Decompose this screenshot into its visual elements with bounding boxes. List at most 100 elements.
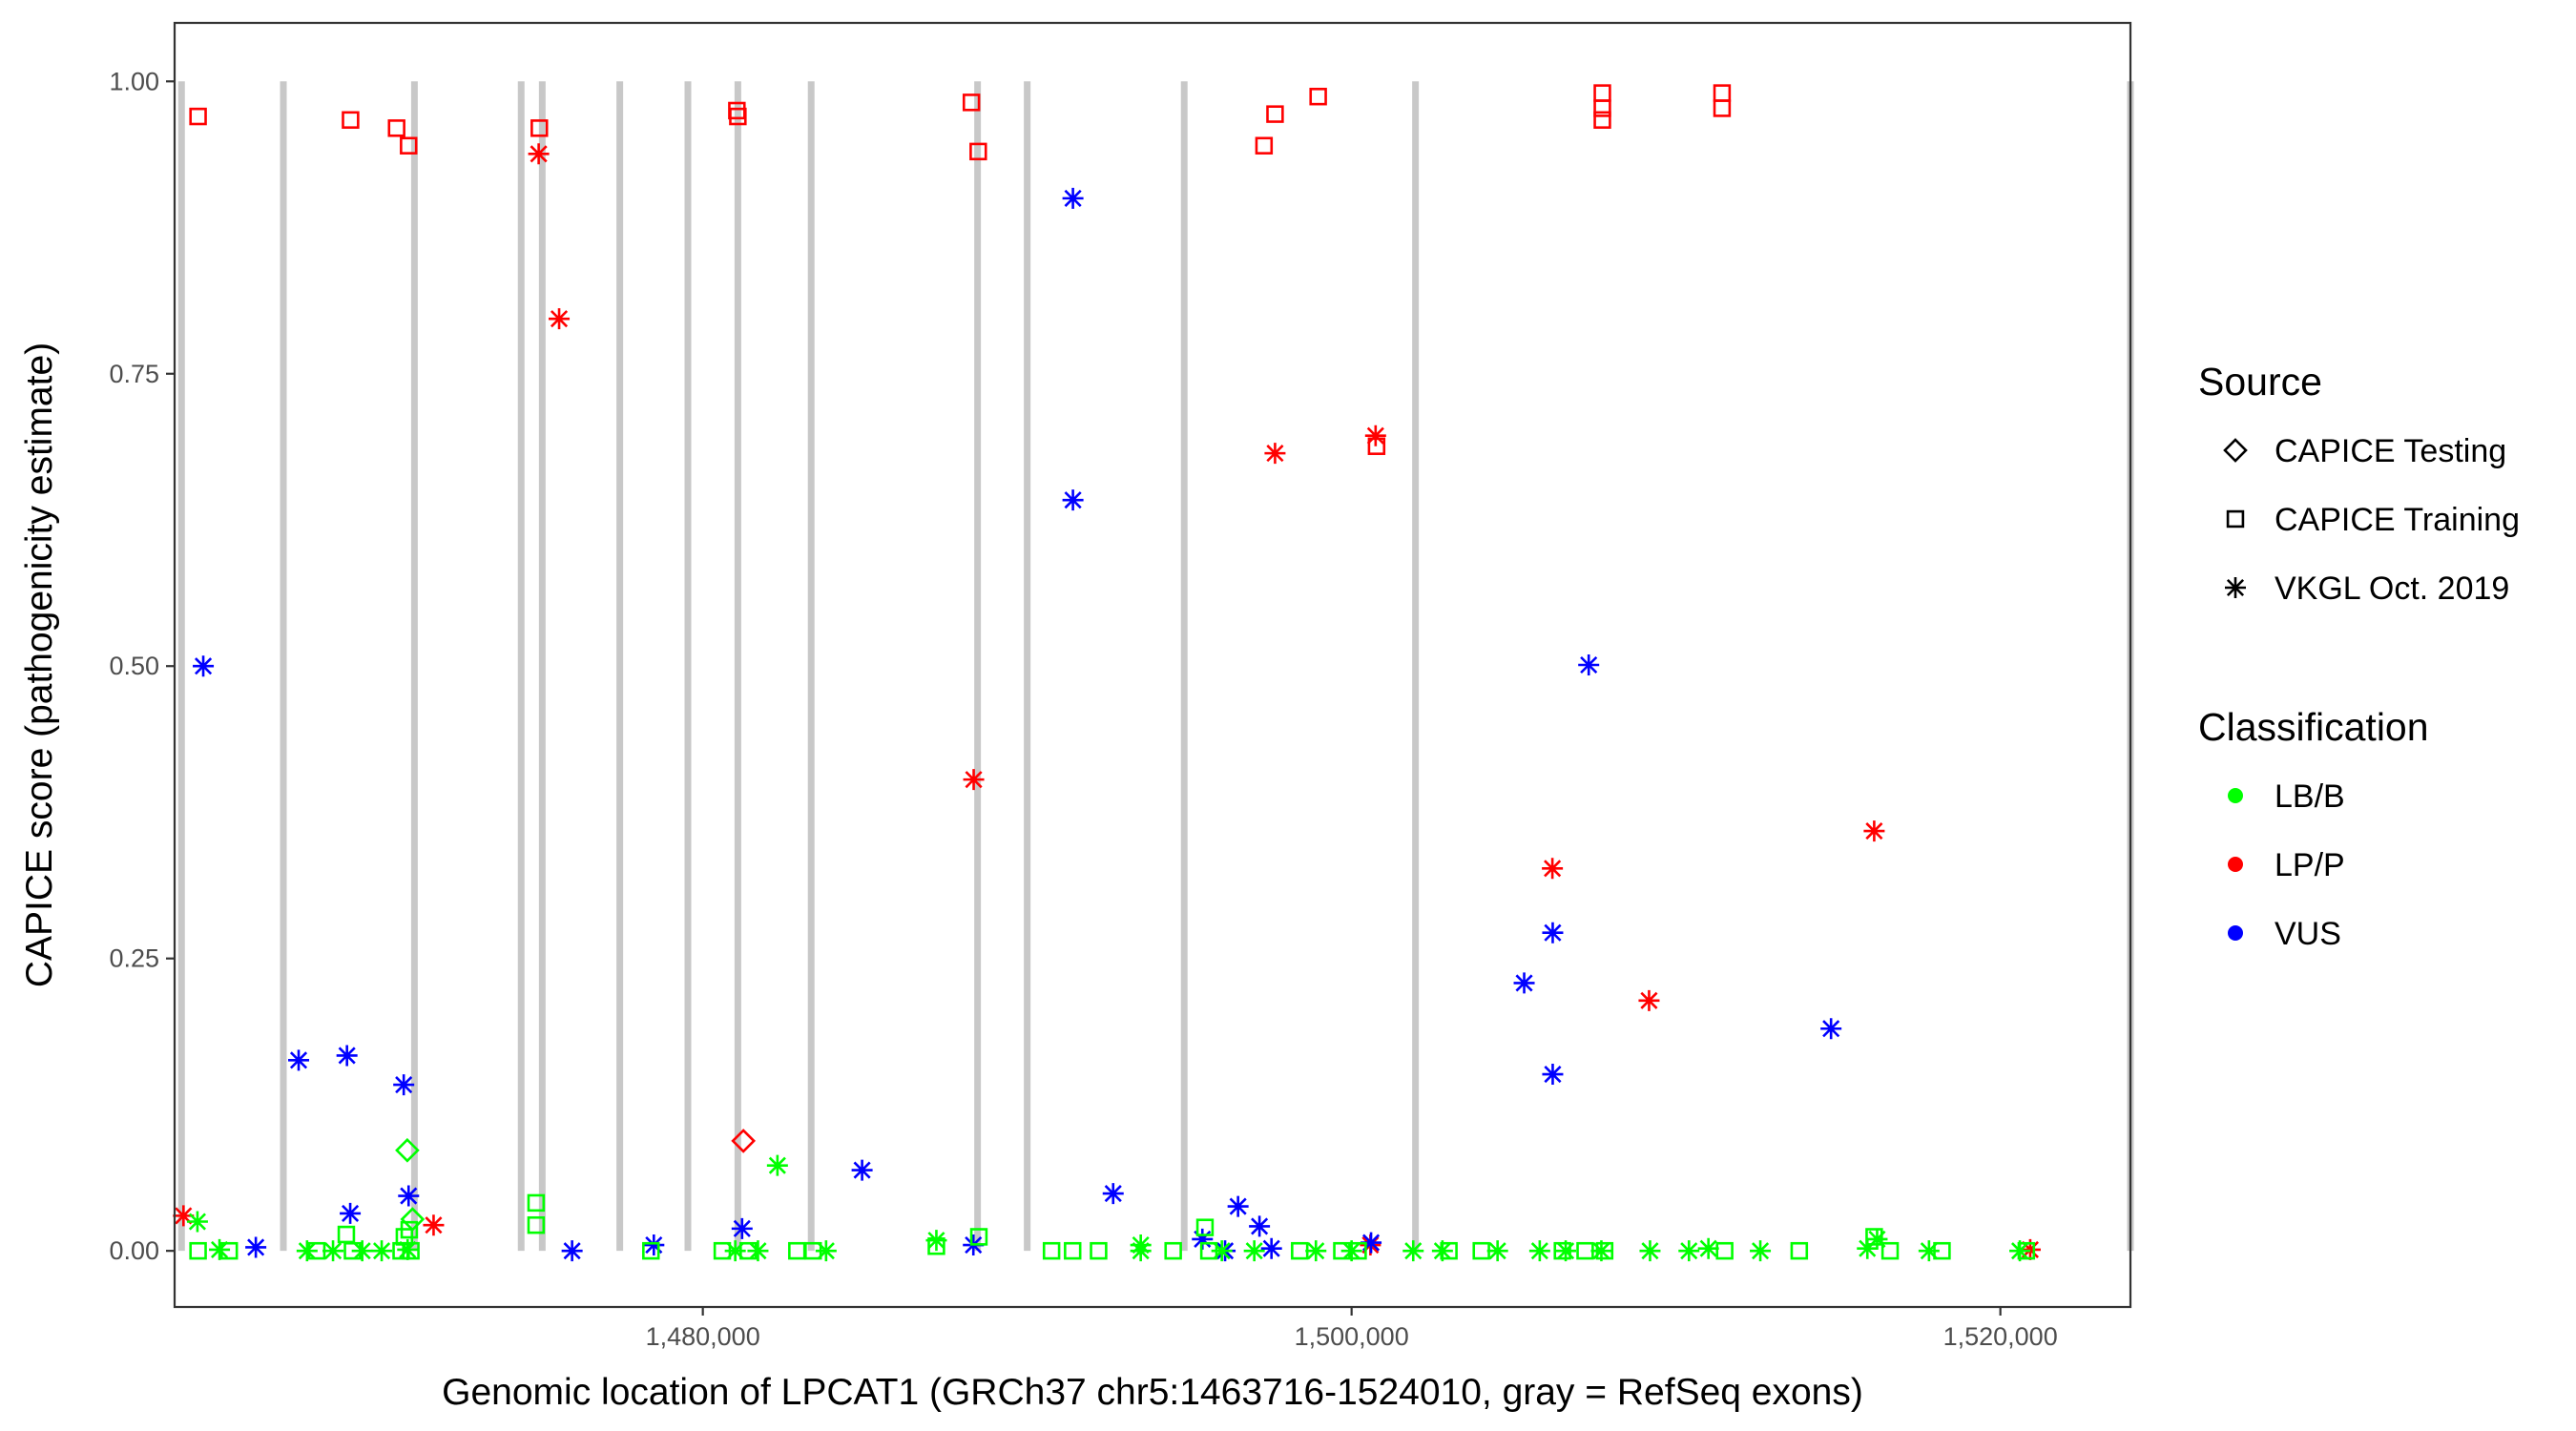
point-62-train-lbb — [527, 1193, 546, 1213]
point-82-train-lbb — [1164, 1241, 1182, 1260]
point-121-vkgl-lbb — [1639, 1240, 1661, 1262]
point-0-train-lpp-shape — [189, 107, 207, 126]
point-33-vkgl-vus — [336, 1045, 358, 1067]
point-2-train-lpp-shape — [387, 119, 405, 137]
x-tick-label-1: 1,500,000 — [1295, 1322, 1409, 1351]
point-19-vkgl-lpp-shape — [549, 308, 571, 330]
point-14-train-lpp — [1593, 99, 1611, 117]
point-118-vkgl-lbb-shape — [1528, 1240, 1550, 1262]
point-68-train-lbb — [189, 1241, 207, 1260]
legend-source-label-2: VKGL Oct. 2019 — [2275, 570, 2509, 607]
point-9-train-lpp — [1255, 136, 1274, 155]
point-52-vkgl-vus — [1513, 972, 1535, 994]
legend-source-title: Source — [2198, 360, 2322, 404]
y-tick-label-4: 1.00 — [109, 67, 159, 95]
point-3-train-lpp-shape — [400, 136, 418, 155]
point-124-vkgl-lbb — [1750, 1240, 1772, 1262]
point-108-vkgl-lbb-shape — [925, 1230, 947, 1252]
point-36-vkgl-vus-shape — [398, 1185, 420, 1207]
point-117-vkgl-lbb-shape — [1486, 1240, 1508, 1262]
point-67-train-lbb-shape — [1865, 1228, 1883, 1246]
point-124-vkgl-lbb-shape — [1750, 1240, 1772, 1262]
point-45-vkgl-vus — [1102, 1183, 1124, 1205]
point-102-vkgl-lbb — [371, 1240, 393, 1262]
point-94-train-lbb-shape — [1880, 1241, 1900, 1260]
point-34-vkgl-vus — [393, 1074, 415, 1096]
point-122-vkgl-lbb-shape — [1678, 1240, 1700, 1262]
point-56-vkgl-vus-shape — [1820, 1018, 1842, 1040]
point-37-vkgl-vus-shape — [245, 1236, 267, 1258]
point-103-vkgl-lbb-shape — [397, 1238, 419, 1260]
point-126-vkgl-lbb — [1866, 1228, 1888, 1250]
point-99-vkgl-lbb — [296, 1240, 318, 1262]
point-21-vkgl-lpp — [423, 1214, 445, 1236]
point-98-vkgl-lbb-shape — [209, 1238, 231, 1260]
legend-source-key-0 — [2223, 438, 2248, 463]
point-19-vkgl-lpp — [549, 308, 571, 330]
point-115-vkgl-lbb — [1402, 1240, 1424, 1262]
y-tick-label-1: 0.25 — [109, 944, 159, 973]
point-128-vkgl-lbb — [2009, 1240, 2031, 1262]
y-tick-label-2: 0.50 — [109, 652, 159, 680]
point-116-vkgl-lbb-shape — [1431, 1240, 1453, 1262]
legend-classification: Classification LB/B LP/P VUS — [2198, 705, 2429, 952]
point-74-train-lbb — [642, 1241, 660, 1260]
point-53-vkgl-vus — [1542, 922, 1564, 944]
point-104-vkgl-lbb-shape — [724, 1240, 746, 1262]
legend-class-label-2: VUS — [2275, 916, 2341, 952]
point-59-train-lbb-shape — [337, 1225, 356, 1244]
point-37-vkgl-vus — [245, 1236, 267, 1258]
point-68-train-lbb-shape — [189, 1241, 207, 1260]
legend-source-label-0: CAPICE Testing — [2275, 433, 2506, 469]
point-67-train-lbb — [1865, 1228, 1883, 1246]
point-123-vkgl-lbb — [1697, 1237, 1719, 1259]
point-26-vkgl-lpp — [1638, 989, 1660, 1011]
point-122-vkgl-lbb — [1678, 1240, 1700, 1262]
point-53-vkgl-vus-shape — [1542, 922, 1564, 944]
data-points — [173, 84, 2041, 1262]
point-114-vkgl-lbb-shape — [1340, 1240, 1362, 1262]
point-1-train-lpp — [342, 111, 360, 129]
point-82-train-lbb-shape — [1164, 1241, 1182, 1260]
point-123-vkgl-lbb-shape — [1697, 1237, 1719, 1259]
point-54-vkgl-vus-shape — [1542, 1064, 1564, 1086]
plot-panel-border — [173, 21, 2132, 1309]
point-34-vkgl-vus-shape — [393, 1074, 415, 1096]
point-40-vkgl-vus — [731, 1217, 753, 1239]
point-81-train-lbb-shape — [1090, 1241, 1108, 1260]
point-39-vkgl-vus-shape — [643, 1234, 665, 1256]
point-118-vkgl-lbb — [1528, 1240, 1550, 1262]
point-79-train-lbb — [1042, 1241, 1061, 1260]
point-23-vkgl-lpp-shape — [1264, 443, 1286, 465]
legend-class-key-0 — [2228, 788, 2243, 803]
point-110-vkgl-lbb — [1130, 1240, 1152, 1262]
point-35-vkgl-vus-shape — [340, 1202, 362, 1224]
point-59-train-lbb — [337, 1225, 356, 1244]
point-40-vkgl-vus-shape — [731, 1217, 753, 1239]
point-103-vkgl-lbb — [397, 1238, 419, 1260]
point-116-vkgl-lbb — [1431, 1240, 1453, 1262]
point-62-train-lbb-shape — [527, 1193, 546, 1213]
point-102-vkgl-lbb-shape — [371, 1240, 393, 1262]
point-97-vkgl-lbb — [186, 1211, 208, 1233]
point-36-vkgl-vus — [398, 1185, 420, 1207]
point-21-vkgl-lpp-shape — [423, 1214, 445, 1236]
point-108-vkgl-lbb — [925, 1230, 947, 1252]
point-61-train-lbb — [400, 1220, 419, 1239]
point-81-train-lbb — [1090, 1241, 1108, 1260]
point-119-vkgl-lbb — [1555, 1240, 1577, 1262]
point-128-vkgl-lbb-shape — [2009, 1240, 2031, 1262]
point-46-vkgl-vus — [1192, 1228, 1214, 1250]
point-111-vkgl-lbb — [1211, 1240, 1233, 1262]
point-54-vkgl-vus — [1542, 1064, 1564, 1086]
point-31-vkgl-vus-shape — [193, 655, 215, 677]
point-115-vkgl-lbb-shape — [1402, 1240, 1424, 1262]
legend-source-key-0-shape — [2223, 438, 2248, 463]
legend-classification-title: Classification — [2198, 705, 2429, 749]
point-66-train-lbb-shape — [1195, 1218, 1215, 1236]
point-7-train-lpp — [962, 93, 981, 112]
point-20-vkgl-lpp — [173, 1205, 195, 1227]
point-8-train-lpp-shape — [969, 142, 987, 161]
